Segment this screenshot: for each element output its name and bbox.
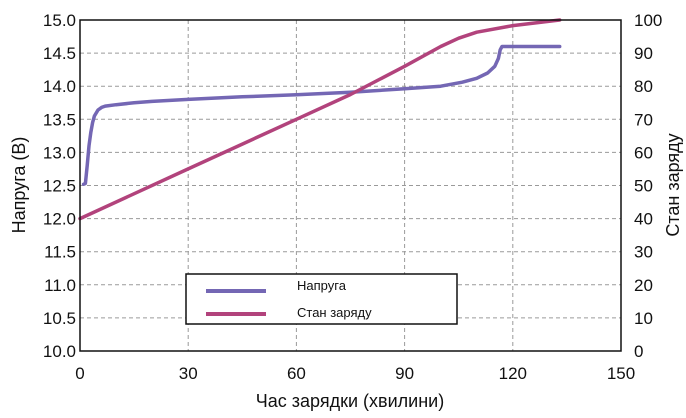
x-tick-label: 60	[287, 364, 306, 383]
y-right-tick-label: 10	[634, 309, 653, 328]
state-of-charge-line	[78, 18, 562, 221]
y-left-tick-label: 11.5	[44, 243, 76, 262]
y-left-tick-label: 10.5	[43, 309, 76, 328]
y-left-tick-label: 13.0	[43, 143, 76, 162]
y-right-tick-label: 70	[634, 110, 653, 129]
voltage-line	[81, 44, 562, 186]
y-left-tick-label: 12.0	[43, 210, 76, 229]
y-right-tick-label: 30	[634, 243, 653, 262]
y-axis-left-title: Напруга (В)	[9, 137, 29, 234]
y-left-tick-label: 14.0	[43, 77, 76, 96]
y-right-tick-label: 100	[634, 11, 662, 30]
y-left-tick-label: 14.5	[43, 44, 76, 63]
x-tick-label: 0	[75, 364, 84, 383]
x-tick-label: 120	[499, 364, 527, 383]
y-right-tick-label: 50	[634, 177, 653, 196]
y-left-tick-label: 11.0	[44, 276, 76, 295]
x-tick-label: 30	[179, 364, 198, 383]
y-left-tick-label: 13.5	[43, 110, 76, 129]
tick-labels: 0 30 60 90 120 150 10.0 10.5 11.0 11.5 12.0 12.5 13.…	[43, 11, 662, 383]
y-left-tick-label: 10.0	[43, 342, 76, 361]
legend: Напруга Стан заряду	[185, 273, 458, 325]
y-right-tick-label: 60	[634, 143, 653, 162]
legend-label-charge: Стан заряду	[297, 305, 372, 320]
y-left-tick-label: 12.5	[43, 177, 76, 196]
series-layer	[78, 18, 562, 221]
x-tick-label: 150	[607, 364, 635, 383]
x-tick-label: 90	[395, 364, 414, 383]
y-left-tick-label: 15.0	[43, 11, 76, 30]
y-right-tick-label: 20	[634, 276, 653, 295]
y-right-tick-label: 40	[634, 210, 653, 229]
y-axis-right-title: Стан заряду	[663, 133, 683, 236]
legend-label-voltage: Напруга	[297, 278, 347, 293]
y-right-tick-label: 90	[634, 44, 653, 63]
y-right-tick-label: 0	[634, 342, 643, 361]
x-axis-title: Час зарядки (хвилини)	[256, 391, 444, 411]
y-right-tick-label: 80	[634, 77, 653, 96]
plot-frame	[79, 19, 622, 352]
